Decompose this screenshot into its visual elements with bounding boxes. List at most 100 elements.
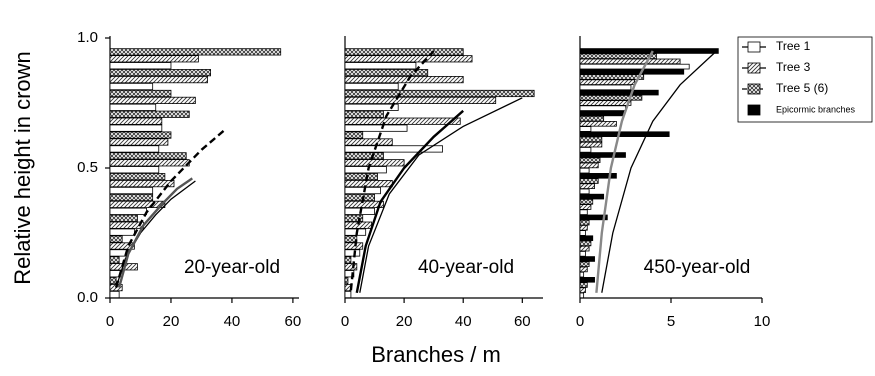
bar	[109, 82, 154, 91]
bar	[109, 96, 196, 104]
fit-curve	[601, 50, 717, 293]
bar	[109, 110, 190, 118]
legend-swatch	[747, 104, 761, 116]
x-tick-label: 40	[224, 313, 241, 330]
bar	[344, 290, 352, 299]
bar	[109, 48, 282, 56]
bar	[344, 263, 358, 271]
x-tick-label: 60	[285, 313, 302, 330]
bar	[344, 145, 443, 153]
bar	[109, 103, 157, 111]
y-tick-label: 1.0	[77, 29, 98, 46]
bar	[344, 277, 349, 285]
bar	[579, 292, 585, 299]
bar	[579, 188, 590, 195]
fit-curve	[117, 177, 193, 288]
legend-swatch	[747, 41, 761, 53]
x-tick-label: 20	[163, 313, 180, 330]
bar	[579, 126, 592, 132]
bar	[579, 271, 585, 278]
y-axis-label: Relative height in crown	[10, 51, 35, 285]
x-tick-label: 10	[754, 313, 771, 330]
x-tick-label: 20	[396, 313, 413, 330]
bar	[109, 228, 135, 236]
bar	[579, 58, 681, 65]
bar	[109, 277, 117, 285]
bar	[344, 152, 384, 160]
bar	[579, 193, 605, 200]
bar	[344, 55, 473, 63]
bar	[109, 62, 172, 70]
bar	[579, 183, 595, 189]
bar	[579, 69, 685, 75]
bar	[344, 76, 464, 84]
bar	[344, 186, 381, 195]
bar	[579, 48, 719, 54]
bar	[344, 89, 535, 98]
bar	[579, 63, 690, 70]
x-tick-label: 60	[514, 313, 531, 330]
y-tick-label: 0.5	[77, 159, 98, 176]
bar	[344, 103, 399, 111]
bar	[109, 207, 147, 215]
bar	[579, 256, 595, 262]
bar	[579, 173, 617, 179]
bar	[579, 141, 603, 148]
bar	[109, 235, 123, 243]
x-tick-label: 0	[341, 313, 349, 330]
bar	[344, 117, 461, 125]
bar	[109, 200, 166, 208]
bar	[579, 74, 645, 80]
bar	[109, 131, 172, 139]
bar	[109, 193, 154, 202]
bar	[579, 152, 626, 158]
bar	[344, 228, 367, 236]
fit-curve	[355, 109, 464, 294]
bar	[579, 115, 605, 122]
bar	[109, 290, 120, 299]
bar	[579, 95, 643, 101]
bar	[344, 173, 378, 181]
panel-label: 450-year-old	[644, 257, 751, 278]
bar	[579, 214, 608, 221]
bar	[109, 186, 154, 195]
bar	[344, 62, 417, 70]
bar	[109, 173, 166, 181]
legend-label: Epicormic branches	[776, 104, 856, 114]
bar	[579, 277, 595, 283]
bar	[579, 162, 599, 169]
x-axis-label: Branches / m	[371, 342, 501, 367]
x-tick-label: 0	[106, 313, 114, 330]
bar	[579, 100, 632, 106]
bar	[344, 48, 464, 56]
x-tick-label: 5	[667, 313, 675, 330]
bar	[344, 110, 384, 118]
x-tick-label: 0	[576, 313, 584, 330]
bar	[344, 214, 364, 222]
fit-curve	[359, 97, 523, 293]
bar	[579, 225, 588, 231]
bar	[344, 249, 361, 257]
bar	[109, 152, 187, 160]
legend-label: Tree 1	[776, 39, 811, 53]
bar	[109, 256, 120, 264]
bar	[344, 131, 364, 139]
bar	[344, 124, 408, 132]
bar	[579, 245, 590, 252]
bar	[109, 180, 175, 188]
bar	[579, 79, 635, 85]
bar	[109, 55, 199, 63]
bar	[579, 219, 590, 226]
bar	[579, 131, 670, 137]
bar	[579, 84, 632, 91]
bar	[109, 76, 208, 84]
fit-curve	[349, 50, 435, 291]
y-tick-label: 0.0	[77, 289, 98, 306]
bar	[344, 256, 352, 264]
bar	[109, 214, 138, 222]
bar	[579, 178, 599, 184]
panel-label: 40-year-old	[418, 257, 514, 278]
fit-curve	[114, 128, 227, 288]
legend-swatch	[747, 83, 761, 95]
